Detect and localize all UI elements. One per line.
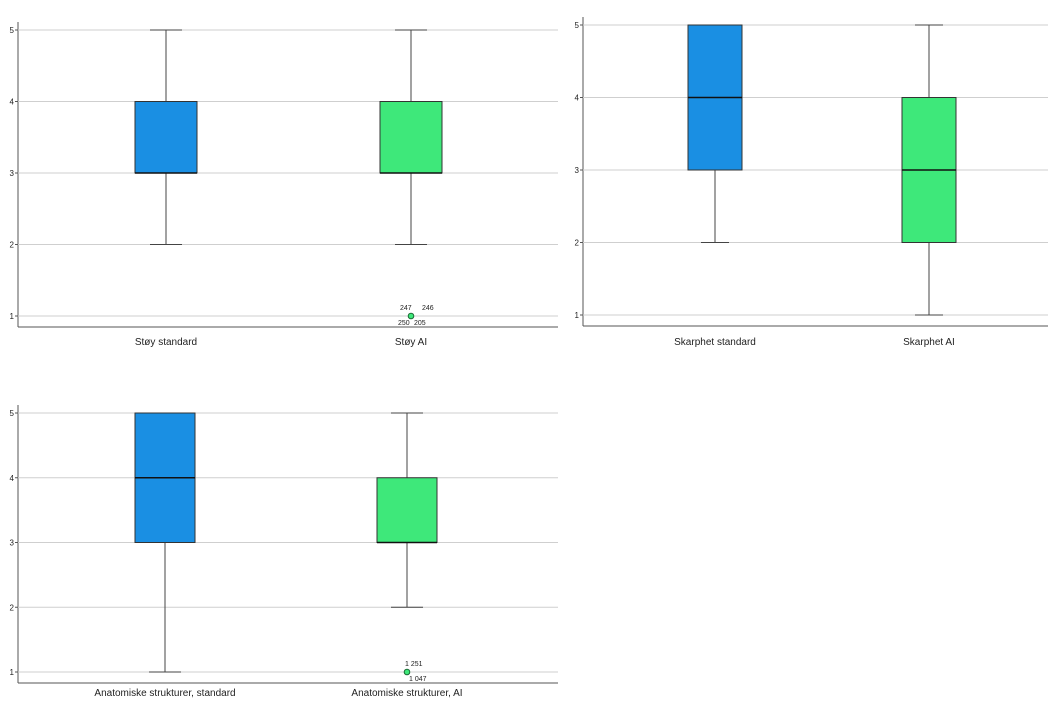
category-label: Anatomiske strukturer, AI xyxy=(351,688,462,699)
y-tick-label: 5 xyxy=(10,26,15,35)
boxplot-chart-skarphet: 1 2 3 4 5 Skarphet standard Skarphet AI xyxy=(575,17,1048,348)
y-tick-label: 4 xyxy=(10,474,15,483)
outlier-label: 1 047 xyxy=(409,676,427,683)
y-tick-label: 2 xyxy=(575,239,580,248)
boxplot-chart-anatomiske: 1 2 3 4 5 Anatomiske strukturer, standard 1 25… xyxy=(10,405,558,699)
box-iqr xyxy=(134,101,198,174)
y-tick-label: 3 xyxy=(10,539,15,548)
y-tick-label: 2 xyxy=(10,241,15,250)
outlier-label: 246 xyxy=(422,305,434,312)
category-label: Støy AI xyxy=(395,337,427,348)
y-tick-label: 5 xyxy=(10,409,15,418)
category-label: Skarphet standard xyxy=(674,337,756,348)
y-tick-label: 3 xyxy=(10,169,15,178)
box-iqr xyxy=(376,477,438,543)
outlier-point xyxy=(407,312,415,320)
outlier-point xyxy=(403,668,411,676)
y-tick-label: 4 xyxy=(10,98,15,107)
y-tick-label: 2 xyxy=(10,603,15,612)
y-tick-label: 4 xyxy=(575,94,580,103)
outlier-label: 250 xyxy=(398,320,410,327)
y-tick-label: 1 xyxy=(10,312,15,321)
y-tick-label: 5 xyxy=(575,21,580,30)
boxplot-chart-stoy: 1 2 3 4 5 Støy standard 247 246 250 205 Støy AI xyxy=(10,22,558,348)
category-label: Anatomiske strukturer, standard xyxy=(94,688,235,699)
box-iqr xyxy=(379,101,443,174)
y-tick-label: 1 xyxy=(575,311,580,320)
category-label: Støy standard xyxy=(135,337,197,348)
outlier-label: 1 251 xyxy=(405,661,423,668)
category-label: Skarphet AI xyxy=(903,337,955,348)
outlier-label: 205 xyxy=(414,320,426,327)
outlier-label: 247 xyxy=(400,305,412,312)
y-tick-label: 3 xyxy=(575,166,580,175)
y-tick-label: 1 xyxy=(10,668,15,677)
